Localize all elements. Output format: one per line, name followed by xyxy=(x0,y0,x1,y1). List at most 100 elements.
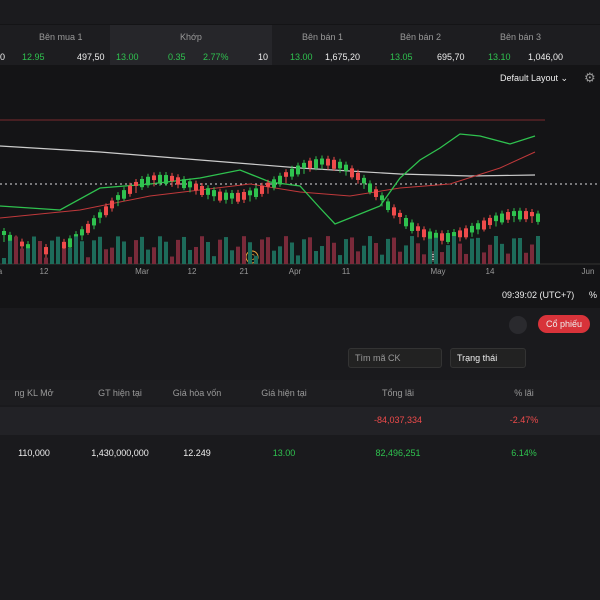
volume xyxy=(344,239,348,264)
volume xyxy=(68,247,72,264)
candle xyxy=(236,192,240,202)
candle xyxy=(290,168,294,177)
x-label: 21 xyxy=(240,267,249,276)
volume xyxy=(188,249,192,264)
volume xyxy=(410,236,414,264)
price: 13.10 xyxy=(488,52,511,62)
volume xyxy=(74,236,78,264)
volume xyxy=(404,245,408,264)
volume xyxy=(98,236,102,264)
price-chart: C E a 12 Mar 12 21 Apr 11 May 14 Jun xyxy=(0,119,600,276)
price: 12.95 xyxy=(22,52,45,62)
volume xyxy=(458,243,462,264)
volume xyxy=(446,245,450,264)
volume xyxy=(452,236,456,264)
layout-label: Default Layout xyxy=(500,73,559,83)
candle xyxy=(368,183,372,193)
volume xyxy=(170,256,174,264)
candle xyxy=(182,179,186,189)
candle xyxy=(188,181,192,188)
candle xyxy=(362,177,366,184)
candle xyxy=(326,158,330,166)
volume xyxy=(92,240,96,264)
volume: 1,046,00 xyxy=(528,52,564,62)
volume xyxy=(38,240,42,264)
status-select[interactable]: Trạng thái xyxy=(450,348,526,368)
candle xyxy=(386,201,390,211)
candle xyxy=(164,175,168,184)
cell: -84,037,334 xyxy=(373,415,423,425)
volume xyxy=(206,241,210,264)
candle xyxy=(128,185,132,194)
marker[interactable] xyxy=(428,251,438,262)
candle xyxy=(86,223,90,233)
column-header: GT hiện tại xyxy=(98,388,142,398)
volume xyxy=(392,237,396,264)
candle xyxy=(80,229,84,236)
candle xyxy=(356,172,360,180)
candle xyxy=(476,223,480,230)
volume xyxy=(488,244,492,264)
candle xyxy=(272,179,276,188)
volume xyxy=(314,250,318,264)
tab-button[interactable]: Cổ phiếu xyxy=(538,315,591,333)
volume xyxy=(512,238,516,264)
x-label: Mar xyxy=(135,267,149,276)
marker-label: C xyxy=(249,253,255,262)
candle xyxy=(428,231,432,241)
candle xyxy=(392,207,396,216)
volume xyxy=(260,239,264,264)
candle xyxy=(350,168,354,178)
candle xyxy=(146,176,150,186)
column-header: ng KL Mở xyxy=(14,388,54,398)
search-input[interactable]: Tìm mã CK xyxy=(348,348,442,368)
volume xyxy=(302,239,306,264)
percent-toggle[interactable]: % xyxy=(589,290,598,300)
layout-button[interactable]: Default Layout ⌄ xyxy=(500,73,569,83)
volume xyxy=(242,236,246,264)
candle xyxy=(500,213,504,223)
candle xyxy=(266,182,270,187)
candle xyxy=(416,226,420,231)
candle xyxy=(140,178,144,188)
candle xyxy=(488,217,492,226)
volume: 10 xyxy=(258,52,269,62)
volume xyxy=(8,240,12,264)
header: Bên bán 1 xyxy=(302,32,344,42)
x-label: May xyxy=(430,267,445,276)
cell: 13.00 xyxy=(272,448,296,458)
volume xyxy=(146,249,150,264)
volume xyxy=(266,237,270,264)
refresh-button[interactable] xyxy=(509,316,527,334)
candle xyxy=(170,175,174,182)
candle xyxy=(26,244,30,252)
price: 13.00 xyxy=(116,52,139,62)
volume xyxy=(464,253,468,264)
column-header: % lãi xyxy=(514,388,534,398)
volume xyxy=(14,236,18,264)
volume xyxy=(536,236,540,264)
candle xyxy=(8,234,12,244)
volume xyxy=(308,237,312,264)
volume xyxy=(278,246,282,264)
volume xyxy=(272,250,276,264)
candle xyxy=(152,175,156,181)
candle xyxy=(524,211,528,220)
marker-label: E xyxy=(430,253,435,262)
candle xyxy=(320,158,324,165)
candle xyxy=(254,188,258,197)
volume xyxy=(176,239,180,264)
volume xyxy=(116,236,120,264)
candle xyxy=(470,225,474,233)
volume: 695,70 xyxy=(437,52,465,62)
settings-icon[interactable]: ⚙ xyxy=(584,70,596,85)
candle xyxy=(332,159,336,169)
change-pct: 2.77% xyxy=(203,52,229,62)
candle xyxy=(230,193,234,199)
candle xyxy=(344,164,348,171)
candle xyxy=(536,213,540,222)
candle xyxy=(200,185,204,195)
volume xyxy=(500,243,504,264)
header: Bên bán 2 xyxy=(400,32,442,42)
x-label: 12 xyxy=(188,267,197,276)
